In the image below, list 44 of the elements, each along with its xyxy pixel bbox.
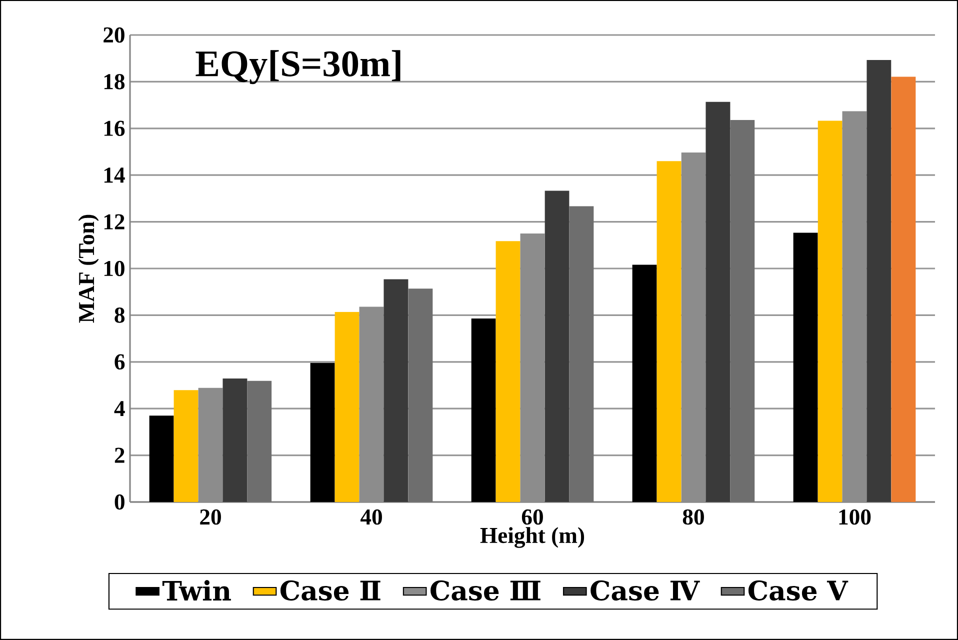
bar <box>384 279 408 502</box>
y-tick-label: 2 <box>114 448 124 463</box>
bar <box>569 206 594 502</box>
bar <box>222 378 248 502</box>
legend-label: Case Ⅴ <box>748 580 848 601</box>
bar <box>706 102 730 502</box>
x-tick-label: 40 <box>360 509 382 525</box>
y-tick-label: 16 <box>104 120 125 136</box>
y-tick-label: 0 <box>114 494 124 510</box>
bar <box>866 60 892 502</box>
x-tick-label: 20 <box>200 509 221 525</box>
bar <box>149 416 174 502</box>
bar <box>730 120 755 502</box>
legend-label: Twin <box>162 580 231 600</box>
chart-title: EQy[S=30m] <box>196 50 400 84</box>
x-tick-label: 80 <box>682 509 704 525</box>
y-tick-label: 4 <box>114 401 125 416</box>
bar <box>818 120 842 502</box>
bar <box>247 380 272 502</box>
y-tick-label: 14 <box>104 168 125 183</box>
legend-label: Case Ⅳ <box>590 580 700 601</box>
bar <box>408 288 433 502</box>
bar <box>632 264 657 502</box>
bar <box>544 190 570 502</box>
bar <box>310 362 335 502</box>
x-axis-title: Height (m) <box>480 527 584 548</box>
y-tick-label: 20 <box>104 27 124 43</box>
y-tick-label: 10 <box>104 260 124 276</box>
bar <box>891 76 916 502</box>
y-tick-label: 18 <box>104 74 125 90</box>
x-tick-label: 100 <box>839 509 871 525</box>
bar <box>471 318 496 502</box>
x-tick-label: 60 <box>522 509 543 525</box>
bar <box>174 390 198 502</box>
bar <box>656 161 682 502</box>
y-axis-title: MAF (Ton) <box>78 214 99 323</box>
bar <box>334 312 360 502</box>
legend-label: Case Ⅲ <box>430 580 540 601</box>
bar <box>496 241 520 502</box>
y-tick-label: 12 <box>104 214 124 230</box>
y-tick-label: 8 <box>114 308 125 323</box>
bar <box>793 232 818 502</box>
legend-label: Case Ⅱ <box>280 580 380 601</box>
y-tick-label: 6 <box>114 354 125 370</box>
